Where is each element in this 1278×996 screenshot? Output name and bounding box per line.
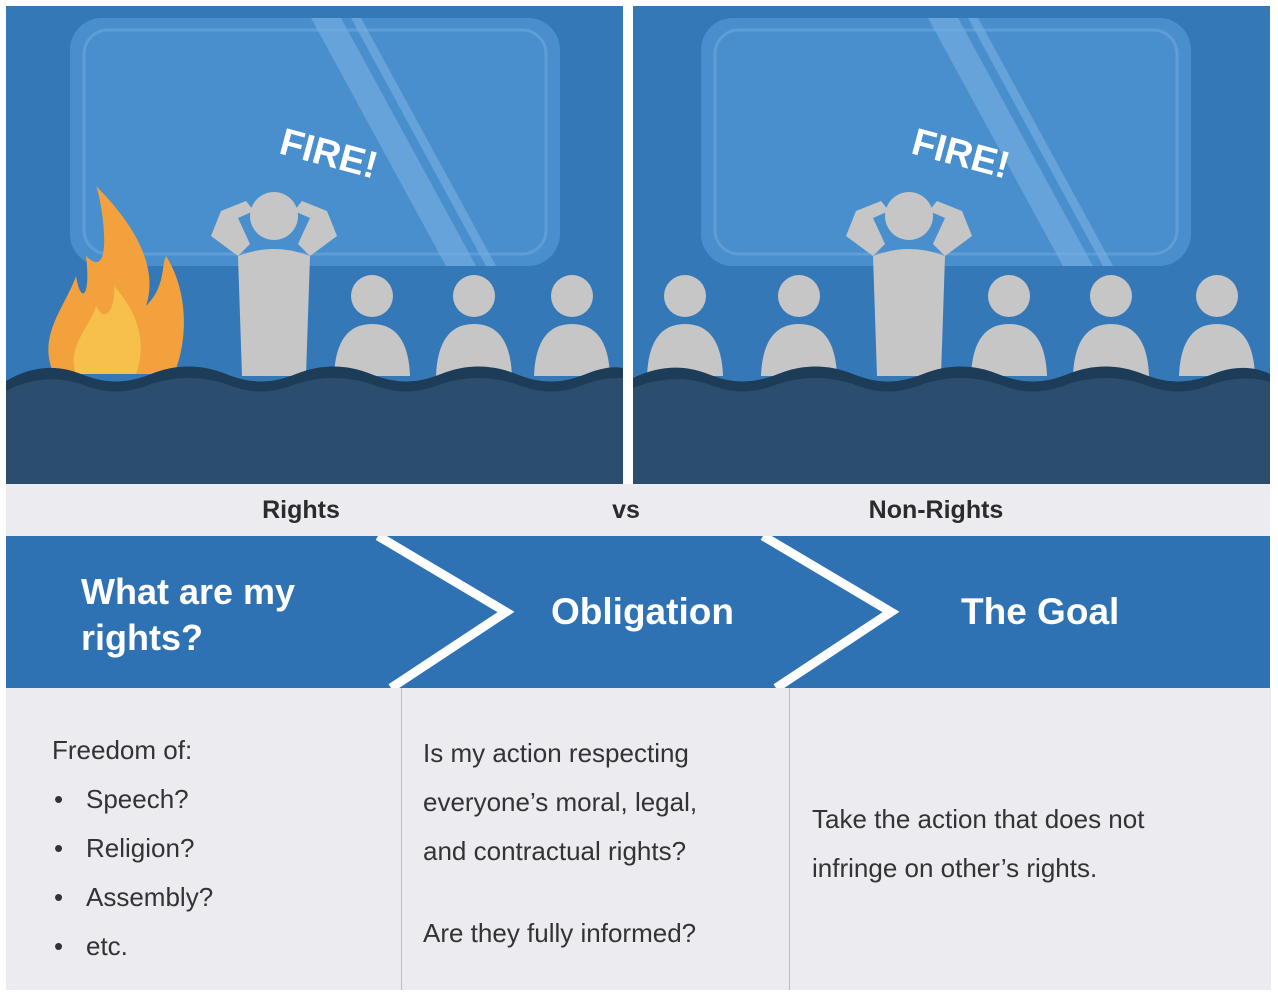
list-item: Assembly? bbox=[52, 873, 213, 922]
obligation-column: Is my action respecting everyone’s moral… bbox=[401, 688, 789, 990]
seated-audience-icons bbox=[334, 275, 610, 376]
standing-person-icon bbox=[211, 192, 337, 376]
step-rights-label: What are my rights? bbox=[81, 569, 381, 661]
goal-text: Take the action that does not infringe o… bbox=[812, 795, 1252, 893]
rights-caption: Rights bbox=[262, 496, 340, 524]
obligation-line: everyone’s moral, legal, bbox=[423, 787, 698, 817]
list-item: etc. bbox=[52, 922, 213, 971]
list-item: Speech? bbox=[52, 775, 213, 824]
step-rights-line2: rights? bbox=[81, 617, 203, 658]
step-rights-line1: What are my bbox=[81, 571, 296, 612]
rights-column: Freedom of: Speech? Religion? Assembly? … bbox=[6, 688, 400, 990]
step-goal-label: The Goal bbox=[961, 591, 1120, 632]
non-rights-theater-illustration: FIRE! bbox=[633, 6, 1270, 484]
rights-heading: Freedom of: bbox=[52, 735, 193, 765]
non-rights-caption: Non-Rights bbox=[868, 496, 1004, 524]
obligation-question: Are they fully informed? bbox=[423, 918, 697, 948]
obligation-line: and contractual rights? bbox=[423, 836, 687, 866]
chevron-arrow-2 bbox=[760, 536, 900, 688]
process-banner bbox=[6, 536, 1270, 688]
goal-line: infringe on other’s rights. bbox=[812, 853, 1098, 883]
rights-scene: FIRE! bbox=[6, 6, 623, 484]
movie-screen bbox=[70, 18, 560, 266]
seated-audience-icons bbox=[647, 275, 1255, 376]
theater-seats bbox=[6, 366, 623, 484]
infographic-frame: FIRE! bbox=[6, 6, 1271, 990]
non-rights-scene: FIRE! bbox=[633, 6, 1270, 484]
fire-icon bbox=[48, 186, 184, 374]
obligation-line: Is my action respecting bbox=[423, 738, 689, 768]
list-item: Religion? bbox=[52, 824, 213, 873]
versus-caption: vs bbox=[612, 496, 640, 524]
scene-divider bbox=[623, 6, 633, 484]
goal-line: Take the action that does not bbox=[812, 804, 1145, 834]
standing-person-icon bbox=[846, 192, 972, 376]
theater-seats bbox=[633, 366, 1270, 484]
obligation-text: Is my action respecting everyone’s moral… bbox=[423, 729, 783, 958]
goal-column: Take the action that does not infringe o… bbox=[789, 688, 1271, 990]
rights-theater-illustration: FIRE! bbox=[6, 6, 623, 484]
movie-screen bbox=[701, 18, 1191, 266]
step-obligation-label: Obligation bbox=[551, 591, 734, 632]
chevron-arrow-1 bbox=[375, 536, 515, 688]
rights-list: Freedom of: Speech? Religion? Assembly? … bbox=[52, 726, 213, 971]
